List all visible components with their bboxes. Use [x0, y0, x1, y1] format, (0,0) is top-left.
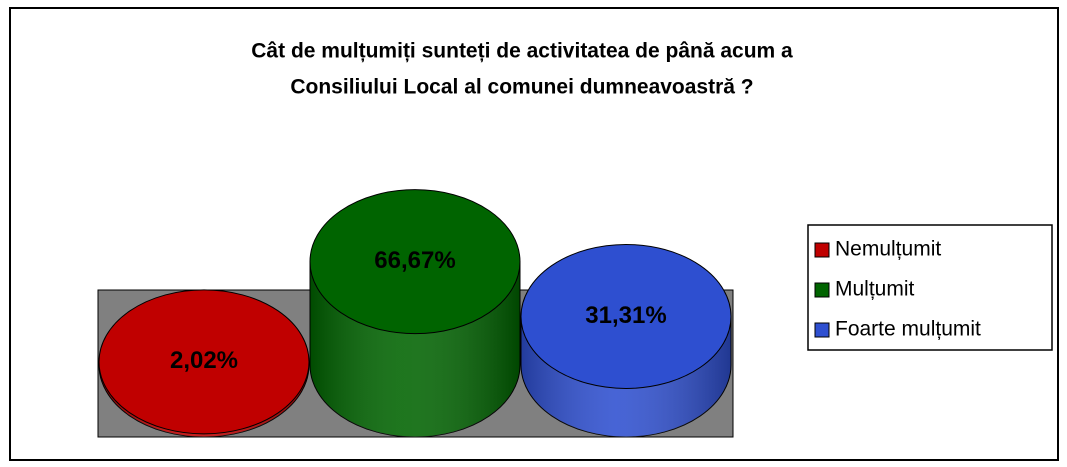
- legend-swatch: [814, 282, 830, 298]
- cylinder-top: [98, 289, 310, 435]
- legend-label: Nemulțumit: [835, 238, 941, 261]
- legend-swatch: [814, 322, 830, 338]
- legend-label: Foarte mulțumit: [835, 318, 981, 341]
- chart-title: Cât de mulțumiți sunteți de activitatea …: [251, 40, 793, 63]
- chart-title: Consiliului Local al comunei dumneavoast…: [290, 76, 753, 99]
- legend-swatch: [814, 242, 830, 258]
- legend-label: Mulțumit: [835, 278, 915, 301]
- cylinder-top: [520, 243, 732, 389]
- cylinder-top: [309, 189, 521, 335]
- legend-box: [807, 224, 1053, 351]
- value-label: 2,02%: [170, 347, 238, 374]
- value-label: 31,31%: [585, 302, 666, 329]
- value-label: 66,67%: [374, 247, 455, 274]
